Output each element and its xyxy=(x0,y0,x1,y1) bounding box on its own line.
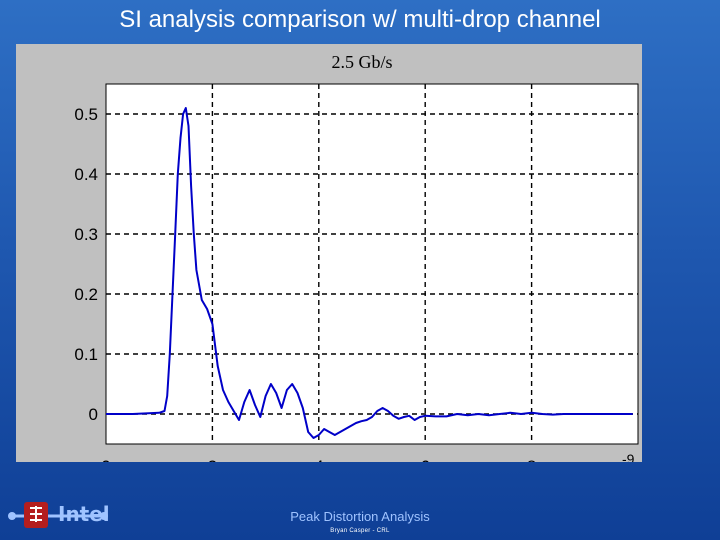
y-tick-label: 0.5 xyxy=(74,105,98,124)
logo-graphic xyxy=(8,502,108,528)
x-tick-label: 8 xyxy=(527,457,536,462)
series-layer xyxy=(106,107,633,439)
y-tick-label: 0 xyxy=(89,405,98,424)
plot-area xyxy=(105,83,639,445)
series-line xyxy=(106,107,633,439)
y-tick-label: 0.3 xyxy=(74,225,98,244)
logo-text: Intel xyxy=(58,502,110,526)
slide-title: SI analysis comparison w/ multi-drop cha… xyxy=(119,6,601,33)
footer-title: Peak Distortion Analysis xyxy=(290,509,430,524)
x-tick-label: 6 xyxy=(420,457,429,462)
y-tick-label: 0.1 xyxy=(74,345,98,364)
chart-title: 2.5 Gb/s xyxy=(331,52,392,72)
grid-lines xyxy=(106,84,638,444)
x-tick-label: 2 xyxy=(208,457,217,462)
x-exponent-label: -9 xyxy=(622,451,635,462)
x-axis: 0 2 4 6 8 xyxy=(101,457,536,462)
y-axis: 0 0.1 0.2 0.3 0.4 0.5 xyxy=(74,105,98,424)
x-tick-label: 0 xyxy=(101,457,110,462)
y-tick-label: 0.4 xyxy=(74,165,98,184)
footer-author: Bryan Casper - CRL xyxy=(330,528,390,534)
chart-panel: 2.5 Gb/s 0 0.1 0.2 0.3 0.4 0.5 0 2 4 6 8 -9 xyxy=(16,44,642,462)
y-tick-label: 0.2 xyxy=(74,285,98,304)
x-tick-label: 4 xyxy=(314,457,323,462)
intel-logo: Intel xyxy=(6,500,110,530)
line-chart: 2.5 Gb/s 0 0.1 0.2 0.3 0.4 0.5 0 2 4 6 8 -9 xyxy=(74,52,639,462)
